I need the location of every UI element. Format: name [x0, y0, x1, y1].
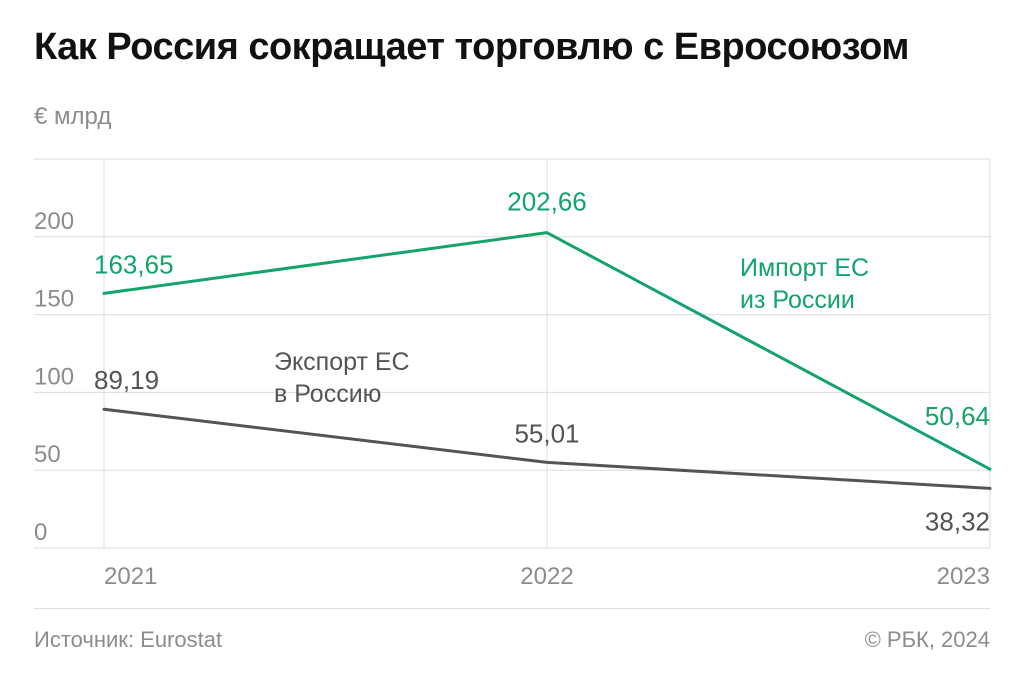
grid-layer [34, 158, 991, 549]
y-tick-label: 0 [34, 519, 47, 546]
footer-divider [34, 608, 990, 609]
unit-label: € млрд [34, 103, 112, 130]
series-name-line: Экспорт ЕС [274, 348, 410, 376]
series-layer [102, 231, 992, 490]
data-label-import: 202,66 [507, 187, 587, 217]
series-line-export [102, 407, 992, 490]
series-name-export: Экспорт ЕС в Россию [274, 348, 410, 408]
y-tick-label: 200 [34, 208, 74, 235]
axis-layer: 0 50 100 150 200 2021 2022 2023 [34, 208, 990, 590]
series-line-import [102, 231, 992, 471]
data-label-import: 50,64 [925, 401, 990, 431]
x-tick-label: 2021 [104, 563, 157, 590]
x-tick-label: 2022 [520, 563, 573, 590]
series-name-line: в Россию [274, 380, 381, 408]
x-tick-label: 2023 [937, 563, 990, 590]
series-name-line: из России [740, 286, 855, 314]
data-label-export: 38,32 [925, 506, 990, 536]
data-label-export: 89,19 [94, 365, 159, 395]
y-tick-label: 150 [34, 286, 74, 313]
y-tick-label: 100 [34, 363, 74, 390]
data-label-export: 55,01 [514, 418, 579, 448]
series-name-line: Импорт ЕС [740, 254, 869, 282]
y-tick-label: 50 [34, 441, 61, 468]
data-label-import: 163,65 [94, 249, 174, 279]
chart-title: Как Россия сокращает торговлю с Евросоюз… [34, 26, 909, 68]
copyright-note: © РБК, 2024 [864, 627, 990, 652]
series-name-import: Импорт ЕС из России [740, 254, 869, 314]
label-layer: 163,65 202,66 50,64 Импорт ЕС из России 89,19… [94, 187, 990, 537]
source-note: Источник: Eurostat [34, 627, 223, 652]
